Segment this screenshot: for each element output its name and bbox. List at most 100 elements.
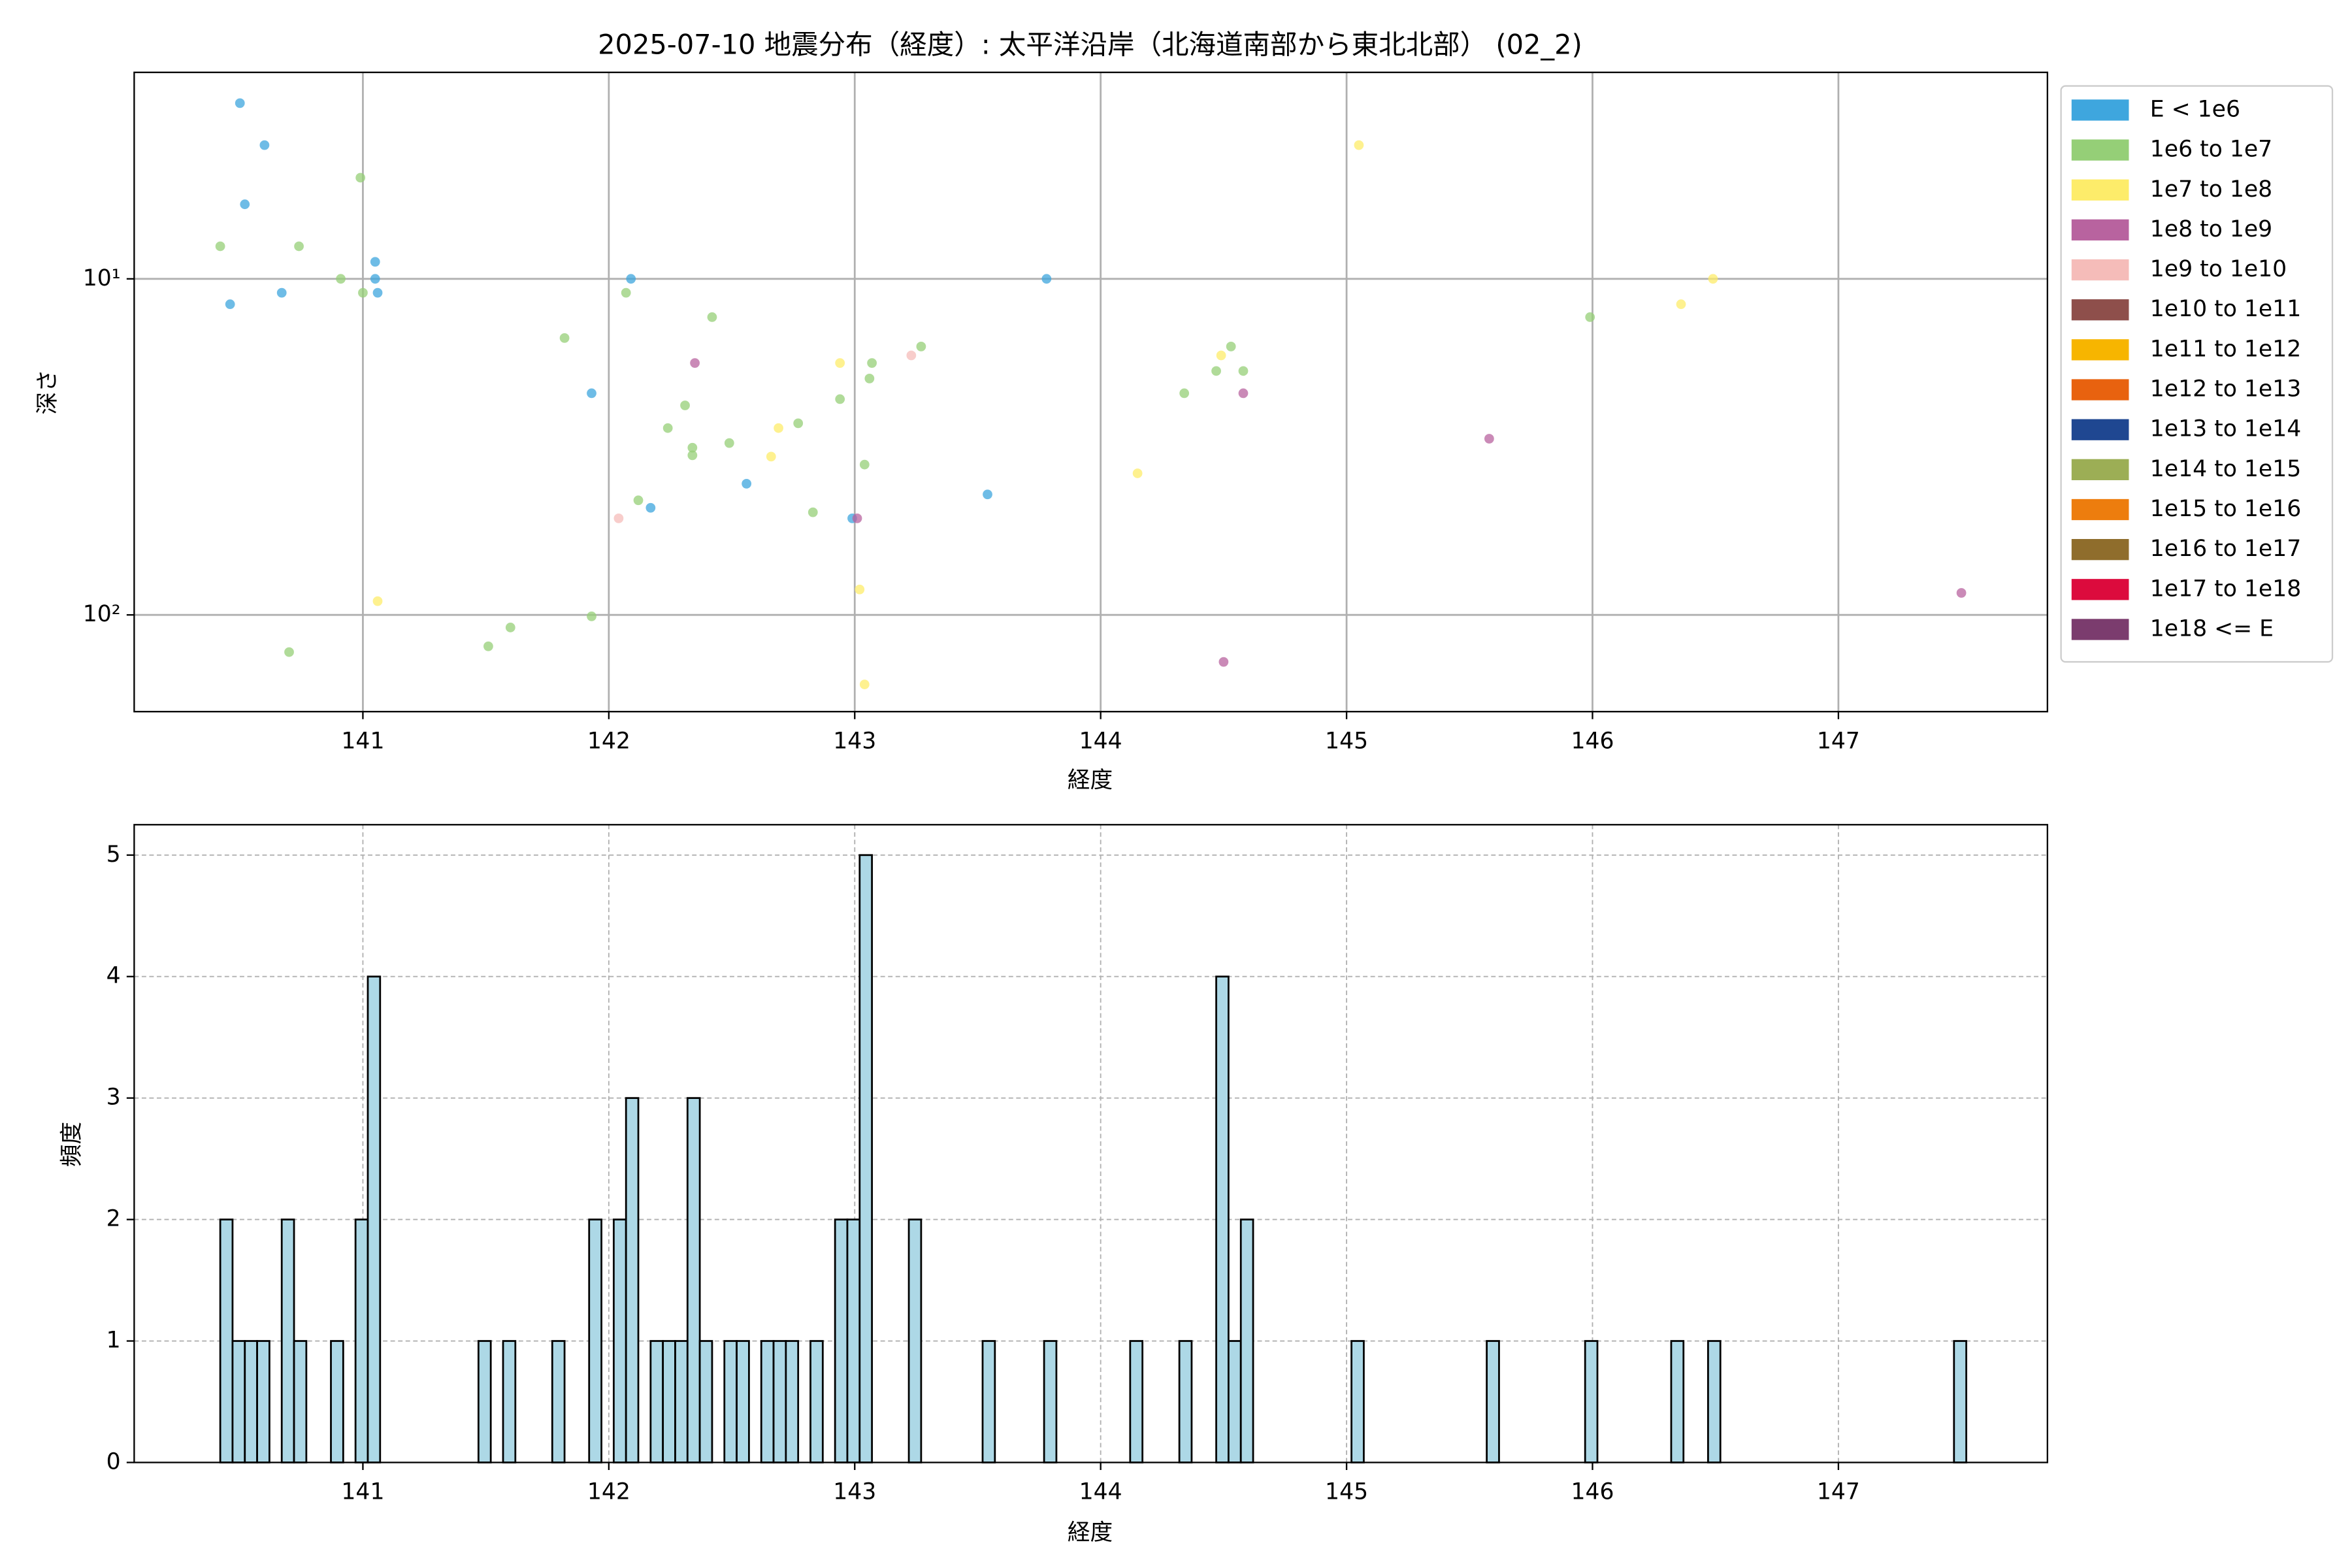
scatter-point [774, 423, 783, 433]
scatter-point [276, 287, 287, 298]
legend-swatch [2071, 459, 2129, 480]
scatter-point [1211, 366, 1221, 376]
legend-label: 1e15 to 1e16 [2150, 496, 2301, 522]
x-tick-label: 141 [341, 1479, 384, 1505]
x-tick-label: 142 [587, 1479, 630, 1505]
y-axis-label: 頻度 [59, 1122, 85, 1167]
scatter-point [358, 287, 368, 298]
histogram-bar [760, 1340, 775, 1463]
scatter-point [372, 596, 383, 606]
y-tick-label: 10² [83, 601, 121, 627]
scatter-point [1708, 274, 1718, 284]
histogram-bar [354, 1218, 369, 1463]
histogram-bar [1584, 1340, 1599, 1463]
legend-label: 1e16 to 1e17 [2150, 536, 2301, 562]
x-tick-label: 147 [1817, 728, 1860, 754]
x-tick-label: 144 [1079, 728, 1122, 754]
scatter-point [645, 502, 656, 513]
scatter-point [259, 140, 270, 150]
scatter-point [1676, 299, 1686, 310]
x-axis-label: 経度 [1068, 767, 1113, 793]
histogram-bar [367, 975, 382, 1463]
scatter-point [906, 350, 917, 361]
scatter-point [372, 287, 383, 298]
histogram-bar [1670, 1340, 1685, 1463]
legend-label: 1e13 to 1e14 [2150, 416, 2301, 442]
histogram-bar [1178, 1340, 1193, 1463]
histogram-bar [502, 1340, 517, 1463]
histogram-bar [858, 854, 873, 1463]
histogram-bar [686, 1097, 701, 1463]
scatter-point [916, 342, 926, 351]
histogram-bar [330, 1340, 344, 1463]
scatter-point [707, 312, 717, 322]
y-tick-label: 0 [106, 1448, 121, 1475]
scatter-point [1216, 350, 1226, 361]
y-tick-label: 4 [106, 963, 121, 989]
histogram-bar [625, 1097, 640, 1463]
x-tick-label: 146 [1571, 728, 1614, 754]
histogram-bar [219, 1218, 234, 1463]
histogram-bar [809, 1340, 824, 1463]
legend-swatch [2071, 498, 2129, 521]
legend-swatch [2071, 219, 2129, 241]
x-tick-label: 146 [1571, 1479, 1614, 1505]
scatter-point [1179, 388, 1190, 399]
scatter-point [835, 394, 845, 404]
histogram-bar [785, 1340, 800, 1463]
scatter-point [680, 400, 690, 410]
histogram-bar [1953, 1340, 1968, 1463]
scatter-point [1354, 140, 1364, 150]
scatter-point [626, 274, 636, 284]
x-tick-label: 142 [587, 728, 630, 754]
legend-label: 1e10 to 1e11 [2150, 296, 2301, 322]
scatter-point [1132, 468, 1143, 478]
x-tick-label: 147 [1817, 1479, 1860, 1505]
legend-label: 1e11 to 1e12 [2150, 336, 2301, 362]
x-tick-label: 141 [341, 728, 384, 754]
legend-label: 1e7 to 1e8 [2150, 176, 2272, 203]
histogram-bar [551, 1340, 566, 1463]
x-tick-label: 145 [1325, 1479, 1368, 1505]
scatter-point [613, 513, 624, 523]
legend-label: 1e14 to 1e15 [2150, 456, 2301, 482]
scatter-point [370, 257, 380, 267]
histogram-bar [280, 1218, 295, 1463]
y-tick-label: 5 [106, 841, 121, 868]
scatter-point [370, 274, 380, 284]
legend-swatch [2071, 139, 2129, 161]
scatter-point [621, 287, 631, 298]
scatter-point [867, 358, 877, 368]
scatter-point [742, 478, 752, 489]
y-tick-label: 1 [106, 1328, 121, 1354]
legend-label: 1e17 to 1e18 [2150, 576, 2301, 602]
legend-label: 1e6 to 1e7 [2150, 137, 2272, 163]
scatter-point [859, 459, 870, 470]
histogram-bar [1239, 1218, 1254, 1463]
x-tick-label: 143 [833, 728, 876, 754]
scatter-point [687, 442, 698, 453]
histogram-bar [1486, 1340, 1500, 1463]
scatter-point [633, 495, 644, 506]
histogram-bar [834, 1218, 849, 1463]
histogram-bar [736, 1340, 750, 1463]
legend-swatch [2071, 179, 2129, 201]
histogram-bar [723, 1340, 738, 1463]
histogram-bar [846, 1218, 861, 1463]
scatter-point [294, 241, 304, 252]
histogram-bar [772, 1340, 787, 1463]
legend-label: 1e12 to 1e13 [2150, 376, 2301, 402]
x-tick-label: 144 [1079, 1479, 1122, 1505]
scatter-point [808, 507, 818, 517]
scatter-point [1218, 657, 1229, 667]
scatter-point [505, 623, 515, 632]
legend-label: E < 1e6 [2150, 96, 2240, 122]
histogram-bar [231, 1340, 246, 1463]
scatter-point [483, 641, 493, 651]
histogram-bar [1215, 975, 1230, 1463]
scatter-point [855, 584, 865, 595]
legend-swatch [2071, 379, 2129, 400]
plot-frame [133, 824, 2048, 1463]
scatter-point [1585, 312, 1595, 322]
